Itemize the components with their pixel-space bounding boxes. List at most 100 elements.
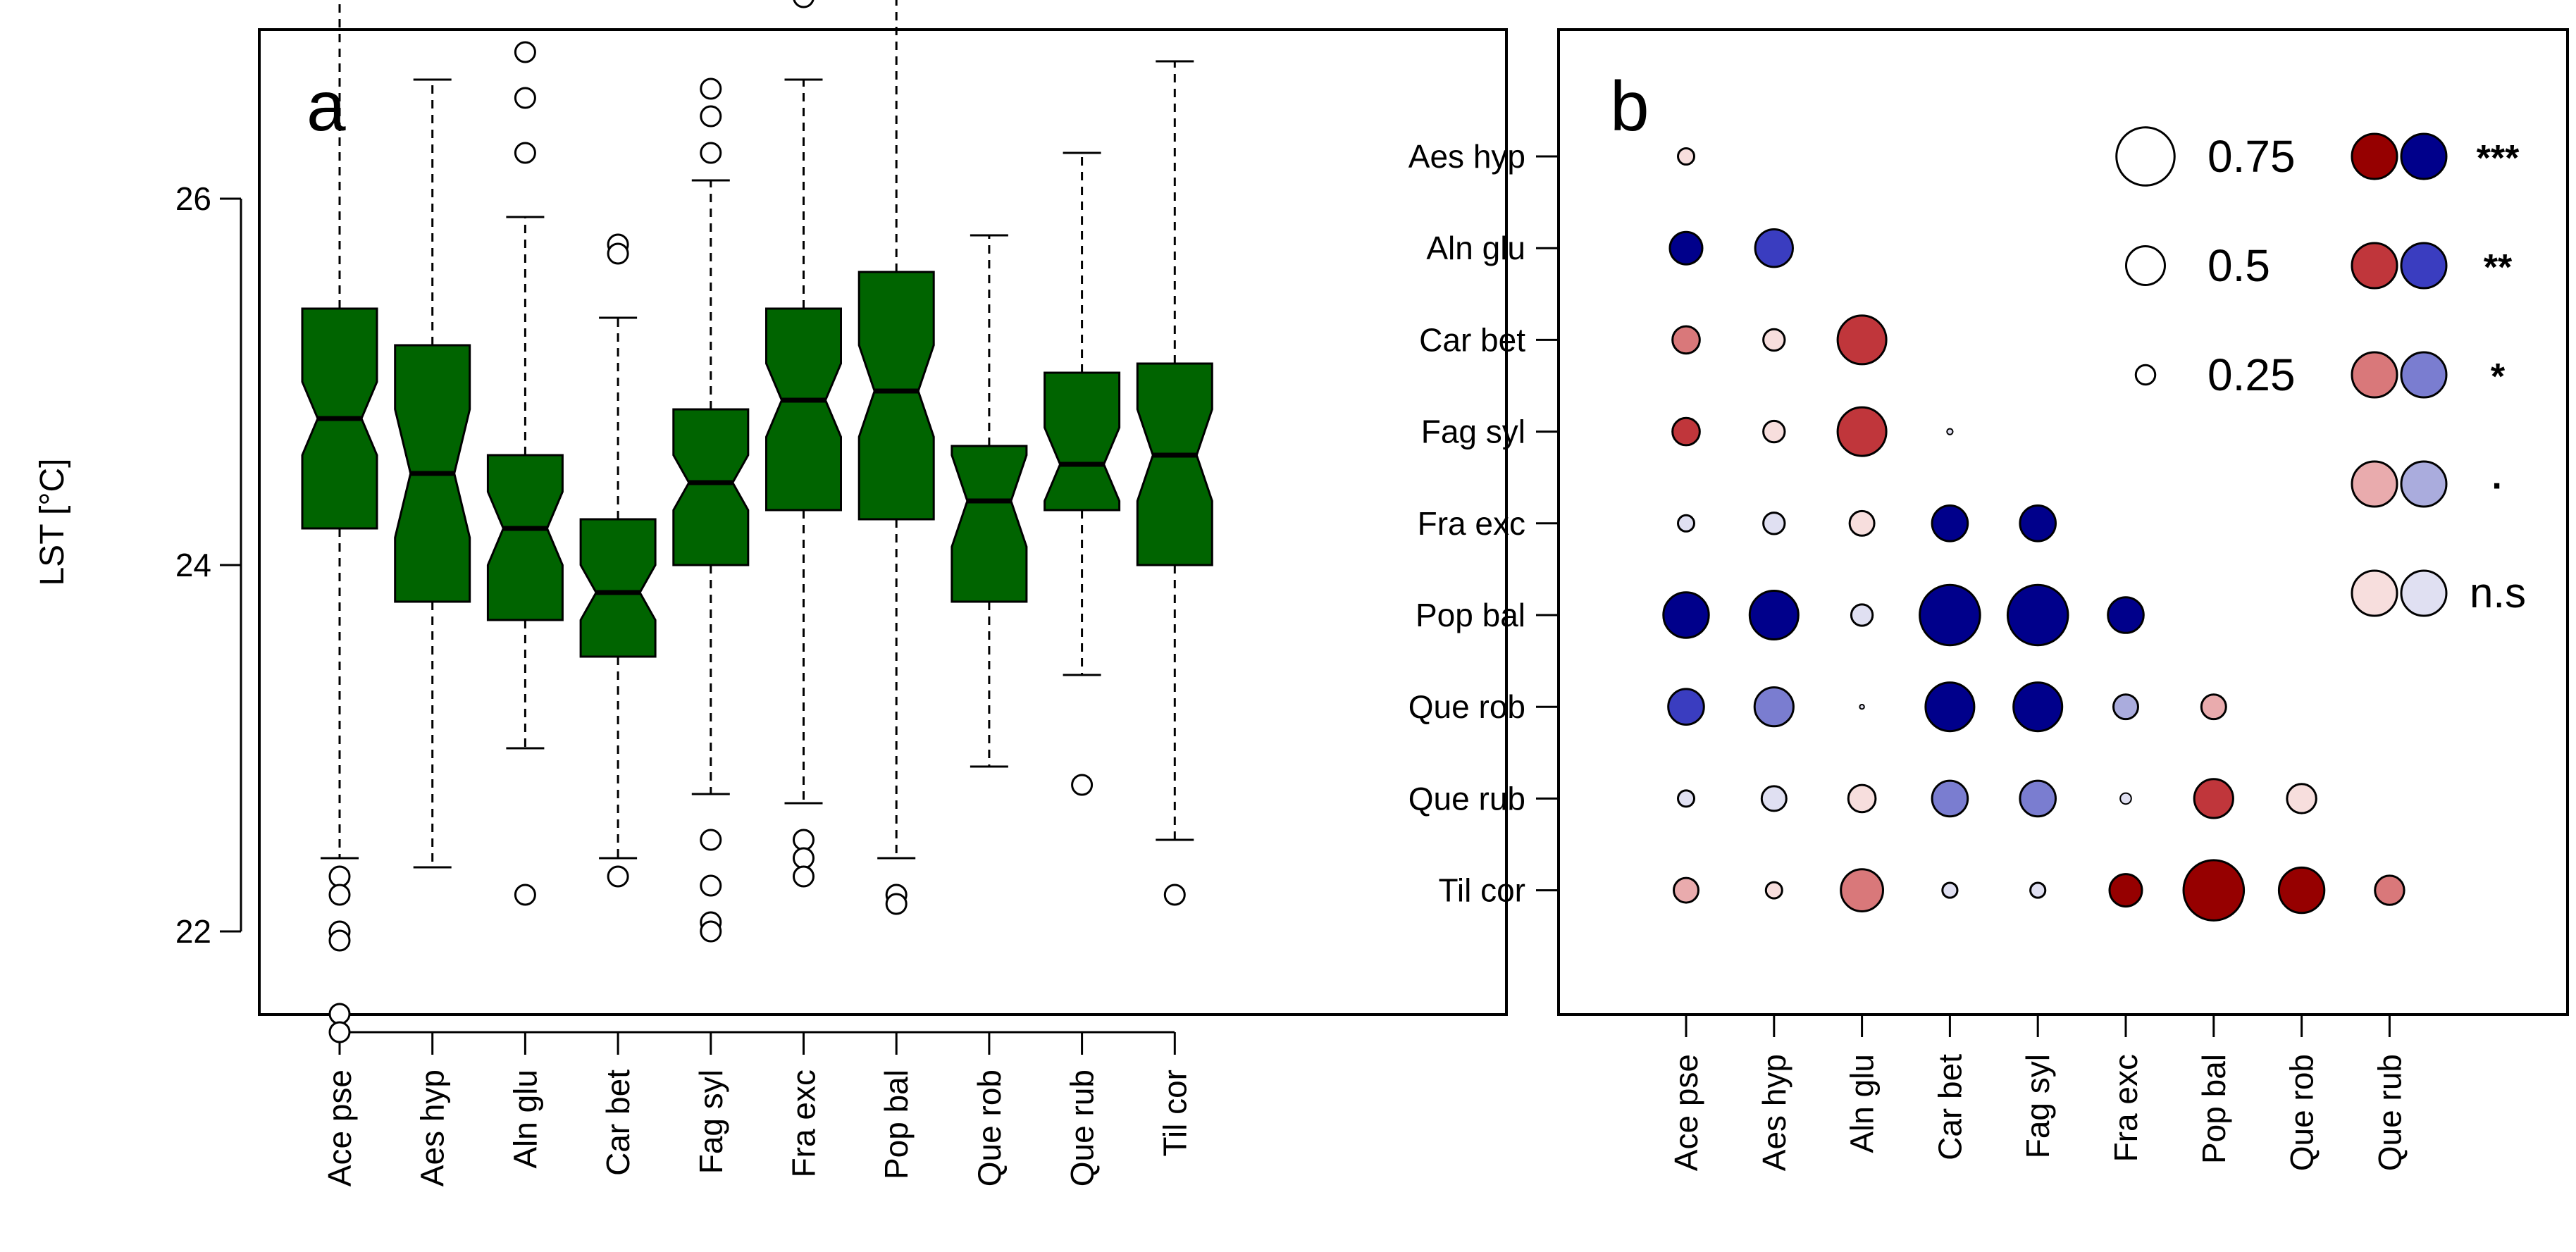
correlation-bubble	[1762, 512, 1786, 535]
size-legend-circle	[2134, 364, 2157, 386]
outlier-point	[885, 893, 908, 915]
row-axis: Aes hyp Aln glu Car bet Fag syl Fra exc Pop b…	[1408, 138, 1559, 909]
outlier-point	[700, 142, 722, 164]
correlation-bubble	[1748, 590, 1800, 640]
row-label: Que rub	[1408, 780, 1525, 817]
correlation-bubble	[1673, 876, 1699, 904]
sig-legend-positive-circle	[2351, 351, 2398, 399]
x-tick-label: Aln glu	[507, 1070, 543, 1169]
correlation-bubble	[1677, 514, 1695, 533]
correlation-bubble	[2019, 504, 2057, 543]
box-group	[579, 233, 657, 888]
correlation-bubble	[2108, 873, 2143, 908]
x-tick-label: Que rob	[971, 1070, 1008, 1186]
outlier-point	[607, 865, 629, 888]
x-tick-label: Fra exc	[786, 1070, 822, 1177]
column-label: Que rub	[2371, 1054, 2408, 1171]
row-label: Que rob	[1408, 688, 1525, 725]
outlier-point	[793, 829, 815, 851]
x-axis-ticks: Ace pse Aes hyp Aln glu Car bet Fag syl Fra e…	[321, 1032, 1193, 1186]
row-label: Fag syl	[1421, 414, 1525, 450]
sig-legend-label: **	[2484, 247, 2513, 288]
outlier-point	[514, 87, 536, 109]
outlier-point	[328, 884, 351, 906]
correlation-bubble	[1762, 419, 1786, 444]
correlation-bubble	[1754, 228, 1794, 268]
outlier-point	[1071, 774, 1094, 796]
sig-legend-negative-circle	[2400, 460, 2448, 508]
correlation-bubble	[2107, 596, 2145, 634]
box-group	[1136, 60, 1213, 906]
sig-legend-label: *	[2491, 357, 2506, 397]
outlier-point	[700, 105, 722, 128]
sig-legend-negative-circle	[2400, 242, 2448, 290]
y-tick-label: 22	[175, 913, 211, 950]
size-legend-label: 0.5	[2207, 240, 2270, 291]
sig-legend-positive-circle	[2351, 569, 2398, 617]
sig-legend-positive-circle	[2351, 242, 2398, 290]
box	[672, 408, 750, 566]
outlier-point	[1163, 884, 1186, 906]
column-label: Pop bal	[2196, 1054, 2232, 1164]
sig-legend-positive-circle	[2351, 460, 2398, 508]
outlier-point	[607, 242, 629, 265]
box	[486, 454, 564, 621]
correlation-bubble	[1836, 406, 1888, 457]
correlation-bubble	[1667, 688, 1705, 726]
correlation-bubble	[2029, 881, 2047, 899]
correlation-bubble	[1848, 509, 1876, 537]
correlation-bubble	[1668, 230, 1704, 266]
column-label: Fra exc	[2107, 1054, 2144, 1162]
correlation-bubble	[1931, 504, 1969, 543]
correlation-bubble	[1859, 703, 1865, 710]
correlation-bubble	[1850, 603, 1874, 627]
correlation-cells	[1662, 147, 2405, 922]
box-group	[1044, 151, 1121, 796]
size-legend-label: 0.75	[2207, 131, 2296, 182]
box-group	[486, 41, 564, 906]
y-axis-label: LST [°C]	[34, 458, 71, 585]
sig-legend-label: n.s	[2470, 569, 2526, 616]
x-tick-label: Pop bal	[878, 1070, 915, 1179]
panel-b-label: b	[1610, 67, 1649, 146]
correlation-bubble	[1924, 681, 1976, 733]
x-tick-label: Car bet	[600, 1070, 636, 1176]
correlation-bubble	[1764, 881, 1783, 900]
column-label: Que rob	[2284, 1054, 2320, 1171]
box-group	[301, 0, 378, 1043]
x-tick-label: Aes hyp	[414, 1070, 451, 1186]
box-group	[394, 78, 471, 869]
box	[1044, 371, 1121, 512]
y-axis-ticks: 2224262830	[175, 180, 241, 950]
sig-legend-positive-circle	[2351, 132, 2398, 180]
box	[857, 271, 935, 521]
box	[1136, 362, 1213, 566]
row-label: Fra exc	[1418, 505, 1525, 542]
column-label: Fag syl	[2019, 1054, 2056, 1158]
correlation-bubble	[2019, 779, 2057, 818]
correlation-bubble	[1753, 686, 1795, 728]
box	[765, 307, 842, 512]
size-legend-circle	[2125, 245, 2166, 286]
correlation-bubble	[2200, 693, 2227, 721]
box-group	[765, 0, 842, 888]
panel-b-frame	[1557, 28, 2569, 1016]
size-legend: 0.75 0.5 0.25	[2115, 126, 2296, 400]
sig-legend-negative-circle	[2400, 351, 2448, 399]
x-tick-label: Til cor	[1156, 1070, 1193, 1157]
correlation-bubble	[1671, 325, 1701, 355]
outlier-point	[700, 920, 722, 943]
sig-legend-label: ·	[2491, 466, 2503, 507]
correlation-bubble	[2286, 783, 2317, 814]
correlation-bubble	[1931, 779, 1969, 818]
outlier-point	[793, 865, 815, 888]
box-group	[857, 0, 935, 915]
correlation-bubble	[2277, 866, 2326, 915]
box	[579, 518, 657, 658]
row-label: Car bet	[1419, 321, 1525, 358]
correlation-bubble	[1941, 881, 1959, 899]
panel-a-frame	[258, 28, 1508, 1016]
outlier-point	[700, 829, 722, 851]
row-label: Aln glu	[1426, 230, 1525, 266]
